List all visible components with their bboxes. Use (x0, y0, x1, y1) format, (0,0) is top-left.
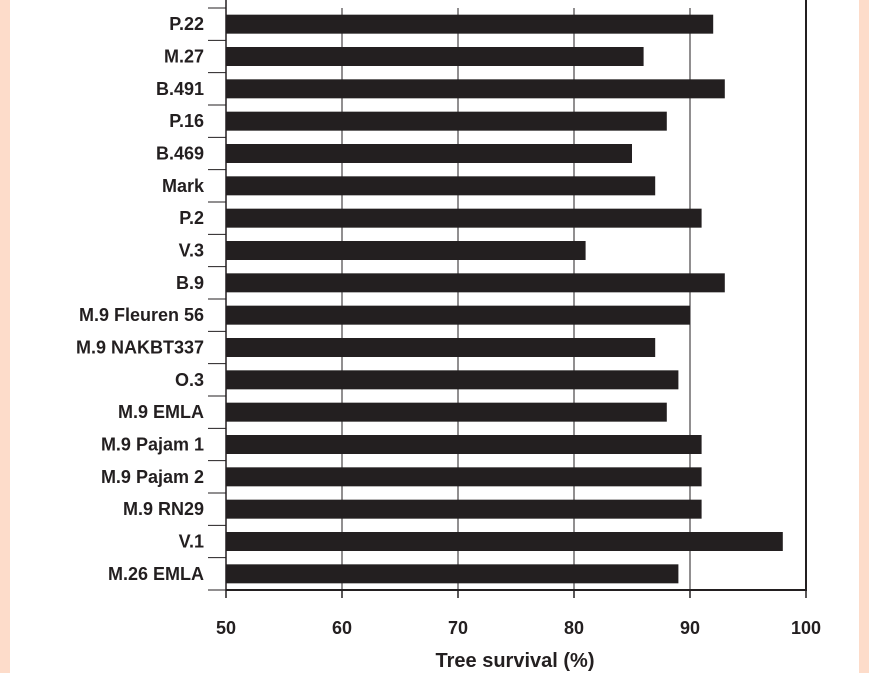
category-label-17: M.26 EMLA (108, 564, 204, 584)
bar-15 (226, 499, 702, 519)
bar-2 (226, 79, 725, 99)
category-label-14: M.9 Pajam 2 (101, 467, 204, 487)
bar-9 (226, 305, 690, 325)
category-label-6: P.2 (179, 208, 204, 228)
x-tick-label-70: 70 (448, 618, 468, 638)
bar-8 (226, 273, 725, 293)
category-label-8: B.9 (176, 273, 204, 293)
category-label-13: M.9 Pajam 1 (101, 435, 204, 455)
category-label-7: V.3 (179, 241, 204, 261)
bar-13 (226, 435, 702, 454)
category-labels: P.22 M.27 B.491 P.16 B.469 Mark P.2 V.3 B.9 M.9 F… (76, 14, 205, 584)
category-label-11: O.3 (175, 370, 204, 390)
bar-17 (226, 564, 679, 584)
x-tick-label-50: 50 (216, 618, 236, 638)
x-axis-title: Tree survival (%) (436, 650, 595, 672)
category-label-1: M.27 (164, 47, 204, 67)
x-tick-label-100: 100 (791, 618, 821, 638)
category-label-16: V.1 (179, 532, 204, 552)
category-label-0: P.22 (169, 14, 204, 34)
category-label-5: Mark (162, 176, 205, 196)
category-label-12: M.9 EMLA (118, 402, 204, 422)
bar-10 (226, 338, 656, 357)
bar-6 (226, 208, 702, 228)
bar-1 (226, 47, 644, 66)
category-label-15: M.9 RN29 (123, 499, 204, 519)
bar-16 (226, 532, 783, 551)
bar-0 (226, 14, 714, 34)
category-label-2: B.491 (156, 79, 204, 99)
bar-7 (226, 241, 586, 260)
bar-11 (226, 370, 679, 390)
category-label-4: B.469 (156, 144, 204, 164)
bar-4 (226, 144, 632, 163)
grid-lines (341, 8, 807, 590)
bar-12 (226, 402, 667, 422)
x-tick-label-80: 80 (564, 618, 584, 638)
bar-14 (226, 467, 702, 487)
axes (208, 0, 807, 598)
category-label-3: P.16 (169, 111, 204, 131)
category-label-10: M.9 NAKBT337 (76, 338, 204, 358)
bar-3 (226, 111, 667, 131)
bar-5 (226, 176, 656, 196)
x-tick-label-60: 60 (332, 618, 352, 638)
x-tick-labels: 50 60 70 80 90 100 (216, 618, 821, 638)
bars (226, 14, 783, 584)
x-tick-label-90: 90 (680, 618, 700, 638)
category-label-9: M.9 Fleuren 56 (79, 305, 204, 325)
